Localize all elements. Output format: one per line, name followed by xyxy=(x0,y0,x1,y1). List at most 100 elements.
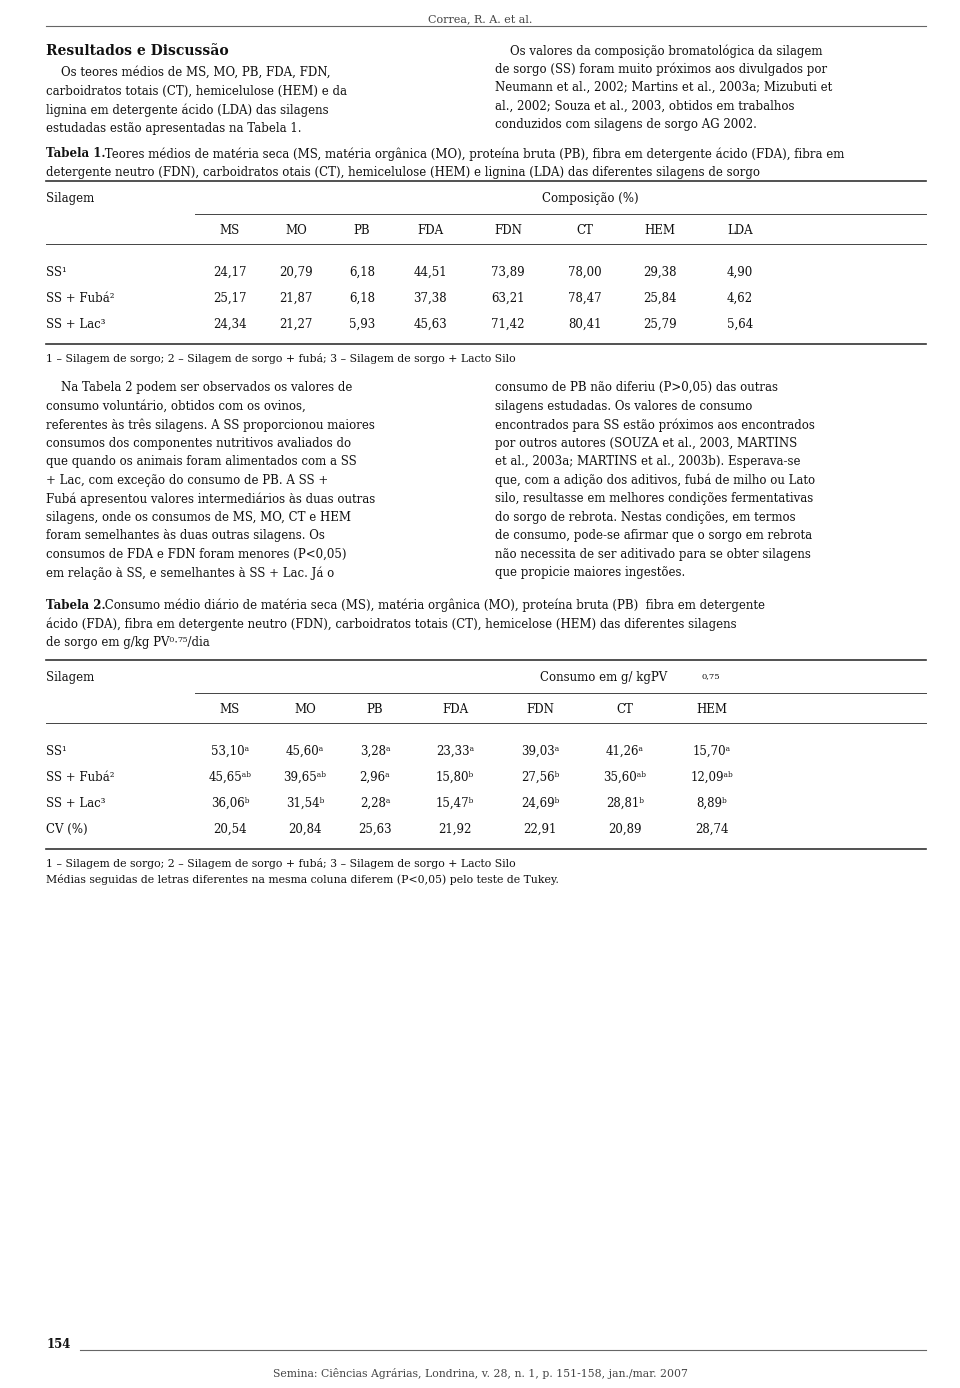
Text: ácido (FDA), fibra em detergente neutro (FDN), carboidratos totais (CT), hemicel: ácido (FDA), fibra em detergente neutro … xyxy=(46,618,736,630)
Text: consumo voluntário, obtidos com os ovinos,: consumo voluntário, obtidos com os ovino… xyxy=(46,400,306,412)
Text: SS + Lac³: SS + Lac³ xyxy=(46,318,106,330)
Text: FDA: FDA xyxy=(442,702,468,716)
Text: 39,65ᵃᵇ: 39,65ᵃᵇ xyxy=(283,770,326,784)
Text: 24,34: 24,34 xyxy=(213,318,247,330)
Text: 24,17: 24,17 xyxy=(213,266,247,279)
Text: SS + Fubá²: SS + Fubá² xyxy=(46,770,114,784)
Text: 154: 154 xyxy=(46,1338,70,1351)
Text: lignina em detergente ácido (LDA) das silagens: lignina em detergente ácido (LDA) das si… xyxy=(46,103,328,117)
Text: Composição (%): Composição (%) xyxy=(541,192,638,205)
Text: silagens estudadas. Os valores de consumo: silagens estudadas. Os valores de consum… xyxy=(495,400,753,412)
Text: do sorgo de rebrota. Nestas condições, em termos: do sorgo de rebrota. Nestas condições, e… xyxy=(495,511,796,523)
Text: referentes às três silagens. A SS proporcionou maiores: referentes às três silagens. A SS propor… xyxy=(46,418,375,432)
Text: 1 – Silagem de sorgo; 2 – Silagem de sorgo + fubá; 3 – Silagem de sorgo + Lacto : 1 – Silagem de sorgo; 2 – Silagem de sor… xyxy=(46,353,516,364)
Text: encontrados para SS estão próximos aos encontrados: encontrados para SS estão próximos aos e… xyxy=(495,418,815,432)
Text: Silagem: Silagem xyxy=(46,192,94,205)
Text: CT: CT xyxy=(577,223,593,237)
Text: 20,84: 20,84 xyxy=(288,823,322,836)
Text: 2,96ᵃ: 2,96ᵃ xyxy=(360,770,391,784)
Text: consumo de PB não diferiu (P>0,05) das outras: consumo de PB não diferiu (P>0,05) das o… xyxy=(495,380,778,394)
Text: 6,18: 6,18 xyxy=(349,266,375,279)
Text: Os valores da composição bromatológica da silagem: Os valores da composição bromatológica d… xyxy=(495,44,823,57)
Text: 41,26ᵃ: 41,26ᵃ xyxy=(606,745,644,758)
Text: 21,27: 21,27 xyxy=(279,318,313,330)
Text: MS: MS xyxy=(220,702,240,716)
Text: 45,60ᵃ: 45,60ᵃ xyxy=(286,745,324,758)
Text: 45,65ᵃᵇ: 45,65ᵃᵇ xyxy=(208,770,252,784)
Text: 20,89: 20,89 xyxy=(609,823,641,836)
Text: 31,54ᵇ: 31,54ᵇ xyxy=(286,797,324,811)
Text: 36,06ᵇ: 36,06ᵇ xyxy=(211,797,250,811)
Text: 53,10ᵃ: 53,10ᵃ xyxy=(211,745,249,758)
Text: 28,74: 28,74 xyxy=(695,823,729,836)
Text: Teores médios de matéria seca (MS, matéria orgânica (MO), proteína bruta (PB), f: Teores médios de matéria seca (MS, matér… xyxy=(101,147,845,161)
Text: 44,51: 44,51 xyxy=(413,266,446,279)
Text: de sorgo em g/kg PV⁰⋅⁷⁵/dia: de sorgo em g/kg PV⁰⋅⁷⁵/dia xyxy=(46,636,210,648)
Text: PB: PB xyxy=(367,702,383,716)
Text: Tabela 1.: Tabela 1. xyxy=(46,147,106,160)
Text: 5,64: 5,64 xyxy=(727,318,754,330)
Text: por outros autores (SOUZA et al., 2003, MARTINS: por outros autores (SOUZA et al., 2003, … xyxy=(495,436,797,450)
Text: 25,84: 25,84 xyxy=(643,291,677,305)
Text: Semina: Ciências Agrárias, Londrina, v. 28, n. 1, p. 151-158, jan./mar. 2007: Semina: Ciências Agrárias, Londrina, v. … xyxy=(273,1369,687,1380)
Text: não necessita de ser aditivado para se obter silagens: não necessita de ser aditivado para se o… xyxy=(495,547,811,561)
Text: 20,79: 20,79 xyxy=(279,266,313,279)
Text: Na Tabela 2 podem ser observados os valores de: Na Tabela 2 podem ser observados os valo… xyxy=(46,380,352,394)
Text: CV (%): CV (%) xyxy=(46,823,87,836)
Text: 73,89: 73,89 xyxy=(492,266,525,279)
Text: Médias seguidas de letras diferentes na mesma coluna diferem (P<0,05) pelo teste: Médias seguidas de letras diferentes na … xyxy=(46,874,559,886)
Text: Silagem: Silagem xyxy=(46,670,94,684)
Text: 8,89ᵇ: 8,89ᵇ xyxy=(697,797,728,811)
Text: MS: MS xyxy=(220,223,240,237)
Text: foram semelhantes às duas outras silagens. Os: foram semelhantes às duas outras silagen… xyxy=(46,529,324,541)
Text: 78,00: 78,00 xyxy=(568,266,602,279)
Text: consumos de FDA e FDN foram menores (P<0,05): consumos de FDA e FDN foram menores (P<0… xyxy=(46,547,347,561)
Text: 3,28ᵃ: 3,28ᵃ xyxy=(360,745,391,758)
Text: silagens, onde os consumos de MS, MO, CT e HEM: silagens, onde os consumos de MS, MO, CT… xyxy=(46,511,351,523)
Text: conduzidos com silagens de sorgo AG 2002.: conduzidos com silagens de sorgo AG 2002… xyxy=(495,118,756,130)
Text: 63,21: 63,21 xyxy=(492,291,525,305)
Text: Consumo médio diário de matéria seca (MS), matéria orgânica (MO), proteína bruta: Consumo médio diário de matéria seca (MS… xyxy=(101,598,765,612)
Text: Resultados e Discussão: Resultados e Discussão xyxy=(46,44,228,58)
Text: que quando os animais foram alimentados com a SS: que quando os animais foram alimentados … xyxy=(46,455,357,468)
Text: carboidratos totais (CT), hemicelulose (HEM) e da: carboidratos totais (CT), hemicelulose (… xyxy=(46,85,348,97)
Text: 29,38: 29,38 xyxy=(643,266,677,279)
Text: silo, resultasse em melhores condições fermentativas: silo, resultasse em melhores condições f… xyxy=(495,491,813,505)
Text: consumos dos componentes nutritivos avaliados do: consumos dos componentes nutritivos aval… xyxy=(46,436,351,450)
Text: 37,38: 37,38 xyxy=(413,291,446,305)
Text: 0,75: 0,75 xyxy=(702,672,721,680)
Text: 6,18: 6,18 xyxy=(349,291,375,305)
Text: PB: PB xyxy=(353,223,371,237)
Text: 24,69ᵇ: 24,69ᵇ xyxy=(521,797,559,811)
Text: em relação à SS, e semelhantes à SS + Lac. Já o: em relação à SS, e semelhantes à SS + La… xyxy=(46,566,334,580)
Text: SS + Lac³: SS + Lac³ xyxy=(46,797,106,811)
Text: 35,60ᵃᵇ: 35,60ᵃᵇ xyxy=(604,770,646,784)
Text: 80,41: 80,41 xyxy=(568,318,602,330)
Text: que propicie maiores ingestões.: que propicie maiores ingestões. xyxy=(495,566,685,579)
Text: SS + Fubá²: SS + Fubá² xyxy=(46,291,114,305)
Text: 25,17: 25,17 xyxy=(213,291,247,305)
Text: 45,63: 45,63 xyxy=(413,318,446,330)
Text: estudadas estão apresentadas na Tabela 1.: estudadas estão apresentadas na Tabela 1… xyxy=(46,122,301,135)
Text: 23,33ᵃ: 23,33ᵃ xyxy=(436,745,474,758)
Text: 28,81ᵇ: 28,81ᵇ xyxy=(606,797,644,811)
Text: 4,62: 4,62 xyxy=(727,291,753,305)
Text: MO: MO xyxy=(294,702,316,716)
Text: Tabela 2.: Tabela 2. xyxy=(46,598,106,612)
Text: + Lac, com exceção do consumo de PB. A SS +: + Lac, com exceção do consumo de PB. A S… xyxy=(46,473,328,487)
Text: HEM: HEM xyxy=(644,223,676,237)
Text: 2,28ᵃ: 2,28ᵃ xyxy=(360,797,390,811)
Text: 25,63: 25,63 xyxy=(358,823,392,836)
Text: Os teores médios de MS, MO, PB, FDA, FDN,: Os teores médios de MS, MO, PB, FDA, FDN… xyxy=(46,67,330,79)
Text: 25,79: 25,79 xyxy=(643,318,677,330)
Text: Neumann et al., 2002; Martins et al., 2003a; Mizubuti et: Neumann et al., 2002; Martins et al., 20… xyxy=(495,81,832,94)
Text: HEM: HEM xyxy=(697,702,728,716)
Text: SS¹: SS¹ xyxy=(46,266,67,279)
Text: FDA: FDA xyxy=(417,223,444,237)
Text: 20,54: 20,54 xyxy=(213,823,247,836)
Text: CT: CT xyxy=(616,702,634,716)
Text: 15,47ᵇ: 15,47ᵇ xyxy=(436,797,474,811)
Text: 4,90: 4,90 xyxy=(727,266,754,279)
Text: 15,80ᵇ: 15,80ᵇ xyxy=(436,770,474,784)
Text: 1 – Silagem de sorgo; 2 – Silagem de sorgo + fubá; 3 – Silagem de sorgo + Lacto : 1 – Silagem de sorgo; 2 – Silagem de sor… xyxy=(46,858,516,869)
